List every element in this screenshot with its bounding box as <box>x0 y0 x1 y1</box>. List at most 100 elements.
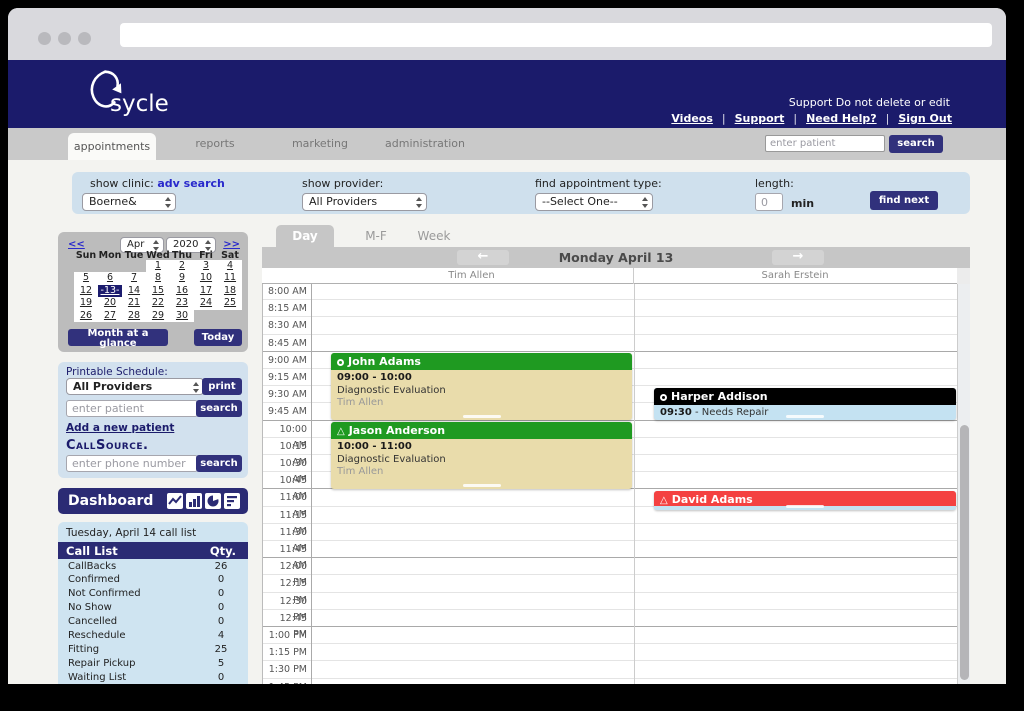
header-link-signout[interactable]: Sign Out <box>898 112 952 125</box>
calendar-day-link[interactable]: 24 <box>199 297 213 309</box>
add-new-patient-link[interactable]: Add a new patient <box>66 422 175 434</box>
appointment-detail-line: Diagnostic Evaluation <box>337 453 446 465</box>
time-row: 1:15 PM <box>263 645 958 662</box>
month-select[interactable]: Apr <box>120 237 164 253</box>
calendar-day-link[interactable]: 25 <box>223 297 237 309</box>
appointment-drag-handle[interactable] <box>786 415 824 419</box>
schedule-grid: 8:00 AM 8:15 AM 8:30 AM 8:45 AM 9:00 AM 9:15 … <box>262 284 970 684</box>
calendar-day-link[interactable]: 18 <box>223 284 237 296</box>
calendar-next-link[interactable]: >> <box>223 239 240 250</box>
view-tab-week[interactable]: Week <box>417 229 451 243</box>
calendar-day-link[interactable]: 10 <box>199 272 213 284</box>
nav-tab-reports[interactable]: reports <box>195 137 235 150</box>
calendar-day-link[interactable]: 6 <box>106 272 114 284</box>
call-list-row-label: Not Confirmed <box>68 588 141 600</box>
calendar-day: 18 <box>218 284 242 298</box>
calendar-day-link[interactable]: 20 <box>103 297 117 309</box>
phone-number-input[interactable] <box>66 455 198 472</box>
calendar-day-link[interactable]: 23 <box>175 297 189 309</box>
time-label: 10:15 AM <box>279 440 307 468</box>
divider <box>633 268 634 284</box>
calendar-day-link[interactable]: 5 <box>82 272 90 284</box>
header-links: Videos | Support | Need Help? | Sign Out <box>671 112 952 125</box>
header-link-support[interactable]: Support <box>734 112 785 125</box>
dashboard-bar-chart-icon[interactable] <box>186 493 202 509</box>
calendar-day: 12 <box>74 284 98 298</box>
calendar-day-selected[interactable]: -13- <box>100 284 120 296</box>
view-tab-day[interactable]: Day <box>276 225 334 247</box>
dashboard-report-icon[interactable] <box>224 493 240 509</box>
patient-search-button[interactable]: search <box>889 135 943 153</box>
print-button[interactable]: print <box>202 378 242 395</box>
calendar-day-link[interactable]: 21 <box>127 297 141 309</box>
header-link-videos[interactable]: Videos <box>671 112 713 125</box>
clinic-select[interactable]: Boerne& <box>82 193 176 211</box>
provider-select[interactable]: All Providers <box>302 193 427 211</box>
calendar-day-link[interactable]: 17 <box>199 284 213 296</box>
dashboard-pie-chart-icon[interactable] <box>205 493 221 509</box>
phone-search-button[interactable]: search <box>196 455 242 472</box>
calendar-prev-link[interactable]: << <box>68 239 85 250</box>
year-select[interactable]: 2020 <box>166 237 216 253</box>
call-list-row-qty: 5 <box>217 657 225 669</box>
calendar-day-link[interactable]: 19 <box>79 297 93 309</box>
appointment-john-adams[interactable]: John Adams 09:00 - 10:00 Diagnostic Evalua… <box>331 353 632 421</box>
divider: | <box>721 112 726 125</box>
calendar-day-link[interactable]: 14 <box>127 284 141 296</box>
calendar-day-link[interactable]: 9 <box>178 272 186 284</box>
appointment-type-select[interactable]: --Select One-- <box>535 193 653 211</box>
calendar-day-link[interactable]: 22 <box>151 297 165 309</box>
calendar-day-link[interactable]: 28 <box>127 309 141 321</box>
nav-tab-appointments[interactable]: appointments <box>68 133 156 160</box>
calendar-day: 20 <box>98 297 122 310</box>
view-tab-m-f[interactable]: M-F <box>365 229 387 243</box>
appointment-harper-addison[interactable]: Harper Addison 09:30 - Needs Repair <box>654 387 956 421</box>
provider-column: John Adams 09:00 - 10:00 Diagnostic Evalua… <box>311 284 634 684</box>
length-input[interactable] <box>755 193 783 211</box>
appointment-drag-handle[interactable] <box>462 415 501 419</box>
select-spinner-icon <box>415 197 423 208</box>
header-link-needhelp[interactable]: Need Help? <box>806 112 877 125</box>
call-list-row-qty: 0 <box>217 671 225 683</box>
find-next-button[interactable]: find next <box>870 191 938 210</box>
calendar-day-link[interactable]: 16 <box>175 284 189 296</box>
appointment-drag-handle[interactable] <box>786 505 824 509</box>
calendar-day-link[interactable]: 30 <box>175 309 189 321</box>
appointment-david-adams[interactable]: △ David Adams <box>654 490 956 511</box>
sidebar-patient-input[interactable] <box>66 400 198 417</box>
calendar-day-link[interactable]: 15 <box>151 284 165 296</box>
appointment-drag-handle[interactable] <box>462 483 501 487</box>
time-row: 12:30 PM <box>263 594 958 623</box>
nav-tab-marketing[interactable]: marketing <box>291 137 349 150</box>
calendar-day-link[interactable]: 3 <box>202 260 210 271</box>
calendar-day-link[interactable]: 11 <box>223 272 237 284</box>
calendar-day-link[interactable]: 7 <box>130 272 138 284</box>
today-button[interactable]: Today <box>194 329 242 346</box>
next-day-arrow-icon[interactable]: → <box>772 250 824 265</box>
print-provider-select[interactable]: All Providers <box>66 378 204 395</box>
patient-search-input[interactable] <box>765 135 885 152</box>
dashboard-line-chart-icon[interactable] <box>167 493 183 509</box>
sidebar-patient-search-button[interactable]: search <box>196 400 242 417</box>
calendar-day-link[interactable]: 27 <box>103 309 117 321</box>
adv-search-link[interactable]: adv search <box>157 177 225 190</box>
call-list-row-label: Confirmed <box>68 574 120 586</box>
address-bar[interactable] <box>120 23 992 47</box>
window-control-icon <box>58 32 71 45</box>
scrollbar-thumb[interactable] <box>960 425 969 680</box>
calendar-day-link[interactable]: 12 <box>79 284 93 296</box>
month-at-a-glance-button[interactable]: Month at a glance <box>68 329 168 349</box>
divider <box>634 284 635 684</box>
calendar-day-link[interactable]: 4 <box>226 260 234 271</box>
appointment-jason-anderson[interactable]: △ Jason Anderson 10:00 - 11:00 Diagnostic E… <box>331 422 632 489</box>
call-list-row: Not Confirmed 0 <box>58 587 248 601</box>
calendar-day-link[interactable]: 26 <box>79 309 93 321</box>
calendar-day-link[interactable]: 2 <box>178 260 186 271</box>
calendar-day-link[interactable]: 1 <box>154 260 162 271</box>
nav-tab-administration[interactable]: administration <box>385 137 465 150</box>
time-row: 8:00 AM <box>263 284 958 301</box>
calendar-day-link[interactable]: 8 <box>154 272 162 284</box>
call-list-row: Fitting 25 <box>58 642 248 656</box>
calendar-day-link[interactable]: 29 <box>151 309 165 321</box>
prev-day-arrow-icon[interactable]: ← <box>457 250 509 265</box>
